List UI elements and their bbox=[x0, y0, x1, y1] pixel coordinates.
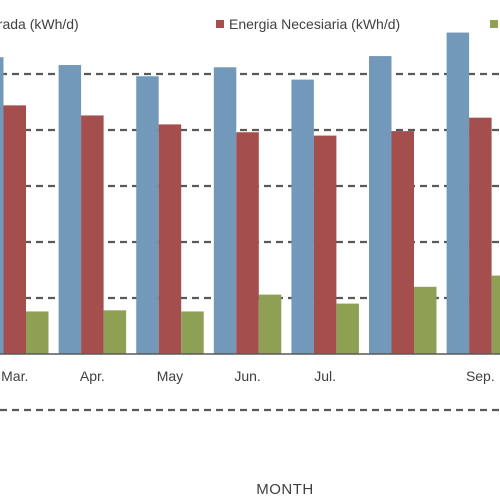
legend-label: Energia Necesiaria (kWh/d) bbox=[229, 16, 400, 32]
bars bbox=[0, 32, 500, 355]
bar bbox=[291, 79, 314, 354]
x-axis-title: MONTH bbox=[256, 481, 314, 498]
legend-swatch bbox=[216, 20, 224, 28]
bar bbox=[491, 275, 500, 354]
bar bbox=[158, 124, 182, 355]
legend-swatch bbox=[490, 20, 498, 28]
bar bbox=[414, 286, 437, 354]
bar bbox=[0, 57, 4, 354]
bar bbox=[103, 310, 127, 354]
bar bbox=[446, 32, 470, 355]
x-tick-label: Mar. bbox=[1, 368, 28, 384]
bar bbox=[369, 56, 392, 355]
bar bbox=[391, 131, 414, 354]
bar bbox=[236, 132, 259, 354]
x-tick-label: Sep. bbox=[466, 368, 495, 384]
bar bbox=[336, 303, 359, 354]
bar bbox=[3, 105, 26, 354]
x-tick-labels: Mar. Apr. May Jun. Jul. Sep. bbox=[1, 368, 495, 384]
legend-label: erada (kWh/d) bbox=[0, 16, 79, 32]
x-tick-label: Apr. bbox=[80, 368, 105, 384]
bar bbox=[213, 67, 237, 354]
x-tick-label: Jun. bbox=[234, 368, 260, 384]
bar bbox=[469, 117, 492, 355]
bar bbox=[258, 294, 282, 354]
x-tick-label: Jul. bbox=[314, 368, 336, 384]
bar bbox=[181, 311, 204, 354]
bar bbox=[313, 135, 337, 354]
bar bbox=[81, 115, 104, 354]
legend: erada (kWh/d) Energia Necesiaria (kWh/d) bbox=[0, 16, 498, 32]
x-tick-label: May bbox=[157, 368, 183, 384]
bar bbox=[26, 311, 49, 354]
bar bbox=[136, 76, 159, 355]
bar bbox=[58, 65, 82, 354]
